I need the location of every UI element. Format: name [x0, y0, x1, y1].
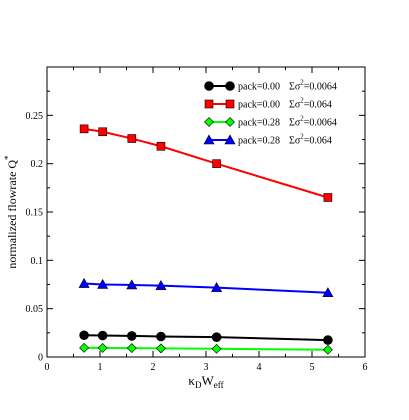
legend-sup: 2: [300, 79, 304, 87]
data-point: [323, 335, 333, 345]
data-point: [98, 127, 107, 137]
legend-label: pack=0.00 Σσ2=0.0064: [238, 79, 337, 93]
legend-pack: pack=0.28: [238, 118, 280, 129]
data-point: [97, 278, 109, 289]
legend-sigma: Σσ: [289, 100, 301, 111]
data-point: [322, 344, 333, 355]
data-point: [211, 343, 222, 354]
legend-marker-right: [225, 81, 235, 91]
x-axis-label: κDWeff: [188, 373, 223, 390]
legend-marker-right: [225, 99, 235, 109]
y-axis-label: normalized flowrate Q*: [3, 155, 19, 269]
data-point: [155, 280, 167, 290]
y-tick-label: 0: [38, 353, 43, 364]
legend-sigma: Σσ: [289, 82, 301, 93]
y-tick-label: 0.1: [31, 256, 44, 267]
y-tick-label: 0.05: [26, 304, 44, 315]
x-tick-label: 3: [204, 362, 209, 373]
legend-item: pack=0.28 Σσ2=0.064: [203, 133, 332, 147]
data-point: [211, 281, 223, 292]
legend-pack: pack=0.28: [238, 136, 280, 147]
legend-item: pack=0.28 Σσ2=0.0064: [204, 115, 337, 129]
legend-value: =0.064: [304, 100, 332, 111]
legend-sigma: Σσ: [289, 136, 301, 147]
data-point: [79, 342, 90, 353]
data-point: [212, 159, 221, 168]
legend-pack: pack=0.00: [238, 100, 280, 111]
data-point: [78, 277, 90, 288]
legend-value: =0.0064: [304, 118, 337, 129]
x-axis-label-sub1: D: [195, 380, 202, 390]
y-axis-label-main: normalized flowrate Q: [5, 160, 19, 269]
x-axis-label-main: κ: [188, 373, 195, 388]
legend-pack: pack=0.00: [238, 82, 280, 93]
data-point: [156, 141, 166, 151]
legend-label: pack=0.28 Σσ2=0.064: [238, 133, 332, 147]
data-point: [126, 279, 138, 290]
x-tick-label: 6: [363, 362, 368, 373]
legend-sup: 2: [300, 133, 304, 141]
x-axis-label-sub2: eff: [214, 380, 224, 390]
data-point: [211, 332, 222, 342]
series-4: [78, 277, 334, 298]
data-point: [322, 287, 334, 298]
data-point: [127, 134, 137, 143]
legend-marker-left: [204, 99, 214, 109]
legend-value: =0.0064: [304, 82, 337, 93]
legend-item: pack=0.00 Σσ2=0.0064: [204, 79, 337, 93]
data-point: [156, 343, 166, 354]
series-line: [84, 282, 328, 294]
x-tick-label: 4: [257, 362, 262, 373]
data-point: [97, 342, 108, 353]
legend-sigma: Σσ: [289, 118, 301, 129]
legend-marker-right: [224, 134, 236, 145]
x-tick-label: 2: [151, 362, 156, 373]
legend-sup: 2: [300, 115, 304, 123]
y-axis-label-sup: *: [3, 155, 13, 160]
series-2: [79, 124, 333, 202]
data-point: [79, 124, 89, 134]
data-point: [79, 330, 89, 341]
x-tick-label: 0: [45, 362, 50, 373]
data-point: [97, 330, 108, 341]
legend-label: pack=0.00 Σσ2=0.064: [238, 97, 332, 111]
legend-marker-left: [204, 117, 214, 127]
series-1: [79, 330, 333, 345]
y-tick-label: 0.2: [31, 159, 44, 170]
data-point: [156, 331, 166, 342]
series-layer: [78, 124, 334, 355]
legend-item: pack=0.00 Σσ2=0.064: [204, 97, 332, 111]
data-point: [323, 193, 333, 202]
legend-label: pack=0.28 Σσ2=0.0064: [238, 115, 337, 129]
legend-marker-left: [203, 134, 215, 145]
plot-frame: [46, 66, 366, 358]
x-tick-label: 1: [98, 362, 103, 373]
x-tick-label: 5: [310, 362, 315, 373]
data-point: [127, 331, 137, 341]
legend-marker-left: [204, 81, 214, 91]
y-tick-label: 0.25: [26, 111, 44, 122]
legend-value: =0.064: [304, 136, 332, 147]
series-3: [79, 342, 333, 355]
y-tick-label: 0.15: [26, 208, 44, 219]
legend-marker-right: [225, 117, 235, 127]
x-axis-label-mid: W: [201, 373, 214, 388]
data-point: [126, 343, 137, 354]
legend-sup: 2: [300, 97, 304, 105]
